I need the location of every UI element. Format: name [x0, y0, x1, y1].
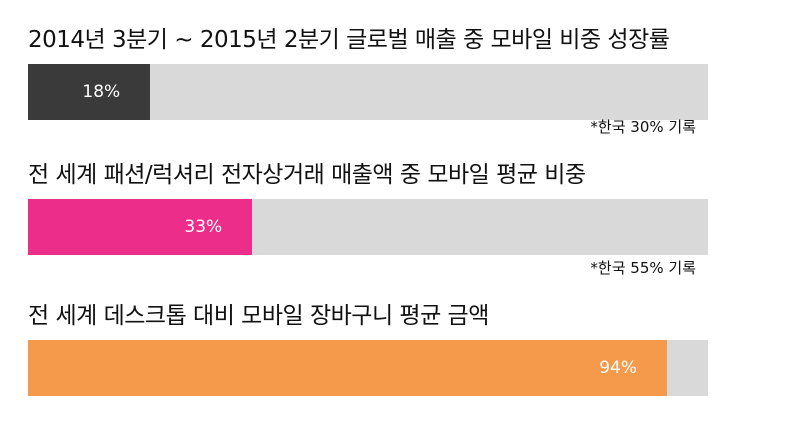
bar-value-label-3: 94% — [599, 358, 637, 378]
bar-track-3: 94% — [28, 340, 708, 396]
bar-group-3: 전 세계 데스크톱 대비 모바일 장바구니 평균 금액 94% — [28, 301, 708, 396]
bar-track-2: 33% — [28, 199, 708, 255]
bar-value-label-2: 33% — [184, 217, 223, 237]
bar-label-3: 전 세계 데스크톱 대비 모바일 장바구니 평균 금액 — [28, 303, 489, 329]
bar-label-2: 전 세계 패션/럭셔리 전자상거래 매출액 중 모바일 평균 비중 — [28, 162, 586, 188]
bar-note-2: *한국 55% 기록 — [590, 259, 696, 277]
bar-note-1: *한국 30% 기록 — [590, 118, 696, 136]
bar-fill-1 — [28, 64, 151, 120]
bar-fill-2 — [28, 199, 253, 255]
bar-value-label-1: 18% — [82, 82, 121, 102]
bar-label-1: 2014년 3분기 ~ 2015년 2분기 글로벌 매출 중 모바일 비중 성장… — [28, 27, 670, 53]
bar-fill-3 — [28, 340, 668, 396]
bar-group-1: 2014년 3분기 ~ 2015년 2분기 글로벌 매출 중 모바일 비중 성장… — [28, 25, 708, 136]
bar-track-1: 18% — [28, 64, 708, 120]
bar-group-2: 전 세계 패션/럭셔리 전자상거래 매출액 중 모바일 평균 비중 33% *한… — [28, 160, 708, 277]
